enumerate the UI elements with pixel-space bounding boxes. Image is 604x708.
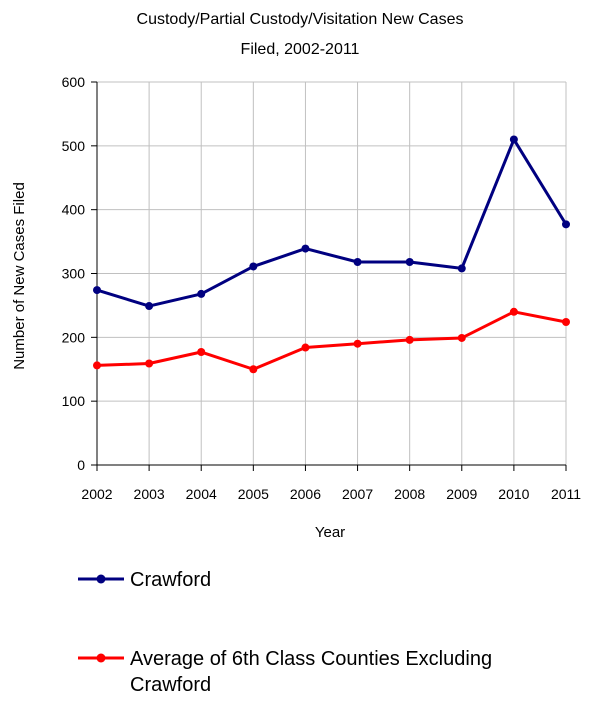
- data-point: [509, 307, 518, 316]
- y-tick-label: 500: [62, 138, 86, 154]
- x-tick-label: 2003: [134, 486, 165, 502]
- data-point: [249, 365, 258, 374]
- legend-item: Crawford: [78, 569, 211, 591]
- y-axis-title: Number of New Cases Filed: [11, 182, 28, 370]
- data-point: [93, 361, 101, 370]
- y-tick-labels: 0 100 200 300 400 500 600: [62, 74, 86, 473]
- x-tick-label: 2006: [290, 486, 321, 502]
- chart-title-line-1: Custody/Partial Custody/Visitation New C…: [137, 11, 464, 28]
- x-tick-label: 2004: [186, 486, 217, 502]
- y-tick-label: 400: [62, 202, 86, 218]
- chart-title: Custody/Partial Custody/Visitation New C…: [137, 11, 464, 58]
- data-point: [249, 262, 258, 271]
- y-tick-label: 300: [62, 266, 86, 282]
- x-tick-label: 2005: [238, 486, 269, 502]
- data-point: [145, 302, 154, 311]
- data-point: [197, 348, 206, 357]
- grid: [97, 81, 567, 465]
- y-tick-label: 0: [77, 457, 85, 473]
- series-line: [96, 310, 567, 371]
- x-tick-label: 2009: [446, 486, 477, 502]
- y-tick-label: 600: [62, 74, 86, 90]
- data-point: [562, 318, 570, 327]
- data-point: [145, 359, 154, 368]
- series-0: [93, 135, 570, 311]
- series-line: [96, 137, 568, 308]
- legend-item: Average of 6th Class Counties Excluding C…: [78, 648, 492, 696]
- data-point: [93, 286, 101, 295]
- x-axis-title: Year: [315, 524, 345, 541]
- data-point: [457, 333, 466, 342]
- x-tick-label: 2002: [81, 486, 112, 502]
- legend-label: Crawford: [130, 674, 211, 696]
- legend-label: Crawford: [130, 569, 211, 591]
- data-point: [405, 335, 414, 344]
- data-point: [562, 220, 570, 229]
- axes: [91, 81, 567, 471]
- x-tick-label: 2007: [342, 486, 373, 502]
- legend-label: Average of 6th Class Counties Excluding: [130, 648, 492, 670]
- data-point: [509, 135, 518, 144]
- chart-title-line-2: Filed, 2002-2011: [241, 41, 360, 58]
- series-1: [93, 307, 570, 374]
- data-point: [353, 258, 362, 267]
- x-tick-label: 2011: [551, 486, 581, 502]
- y-tick-label: 100: [62, 393, 86, 409]
- series-group: [93, 135, 570, 374]
- data-point: [457, 264, 466, 273]
- y-tick-label: 200: [62, 329, 86, 345]
- x-tick-label: 2010: [498, 486, 529, 502]
- x-tick-label: 2008: [394, 486, 425, 502]
- legend-swatch-marker: [96, 574, 106, 584]
- data-point: [301, 244, 310, 253]
- data-point: [301, 343, 310, 352]
- x-tick-labels: 2002 2003 2004 2005 2006 2007 2008 2009 2010 2011: [81, 486, 581, 502]
- data-point: [353, 339, 362, 348]
- data-point: [405, 258, 414, 267]
- data-point: [197, 289, 206, 298]
- legend-swatch-marker: [96, 653, 106, 663]
